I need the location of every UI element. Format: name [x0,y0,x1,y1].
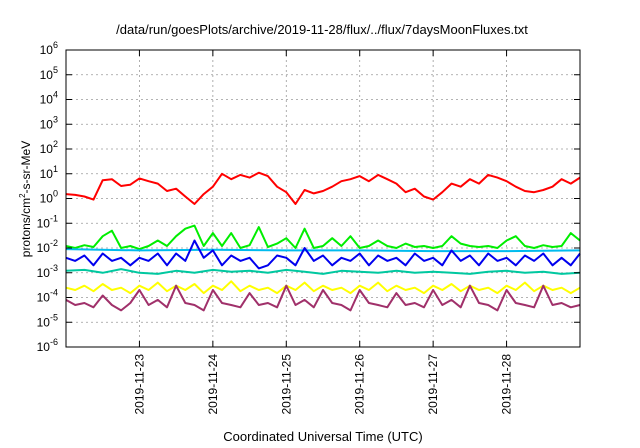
series-line-2 [65,224,581,251]
y-tick-exponent: 4 [53,90,58,100]
y-tick-base: 10 [37,315,51,329]
chart-title: /data/run/goesPlots/archive/2019-11-28/f… [116,22,528,37]
y-tick-label: 103 [40,114,58,131]
y-tick-label: 105 [40,65,58,82]
y-tick-label: 10-1 [37,213,58,230]
x-tick-label: 2019-11-28 [500,354,514,415]
y-tick-exponent: -3 [50,263,58,273]
y-tick-base: 10 [40,68,54,82]
y-tick-base: 10 [37,266,51,280]
y-tick-label: 104 [40,90,58,107]
y-axis-label-superscript: 2 [18,193,27,198]
y-tick-label: 10-4 [37,288,58,305]
y-tick-exponent: 1 [53,164,58,174]
y-tick-base: 10 [37,291,51,305]
y-axis-label-main: protons/cm [19,198,33,257]
y-tick-base: 10 [40,117,54,131]
x-axis: 2019-11-23 2019-11-24 2019-11-25 2019-11-26… [132,50,514,415]
x-tick-label: 2019-11-23 [132,354,146,415]
y-tick-exponent: 0 [53,189,58,199]
y-tick-base: 10 [40,142,54,156]
y-tick-exponent: 6 [53,40,58,50]
y-tick-base: 10 [37,216,51,230]
x-tick-label: 2019-11-26 [353,354,367,415]
y-tick-exponent: 3 [53,114,58,124]
y-tick-base: 10 [37,241,51,255]
y-tick-label: 106 [40,40,58,57]
y-tick-base: 10 [40,192,54,206]
y-tick-label: 102 [40,139,58,156]
series-line-3 [65,248,581,253]
series-line-7 [65,284,581,312]
y-axis-label-rest: -s-sr-MeV [19,141,33,194]
grid [66,50,580,347]
x-tick-label: 2019-11-24 [206,354,220,415]
y-axis: 10-610-510-410-310-210-11001011021031041… [37,40,580,354]
y-tick-label: 100 [40,189,58,206]
y-tick-label: 10-3 [37,263,58,280]
series-line-1 [65,171,581,205]
series-line-4 [65,239,581,270]
x-tick-label: 2019-11-27 [426,354,440,415]
y-tick-label: 101 [40,164,58,181]
y-tick-exponent: -2 [50,238,58,248]
series-line-5 [65,268,581,275]
y-tick-exponent: 5 [53,65,58,75]
y-tick-exponent: -4 [50,288,58,298]
y-tick-base: 10 [40,43,54,57]
y-tick-base: 10 [40,93,54,107]
y-tick-exponent: 2 [53,139,58,149]
y-tick-exponent: -6 [50,337,58,347]
y-tick-base: 10 [40,167,54,181]
series-line-6 [65,280,581,295]
x-axis-label: Coordinated Universal Time (UTC) [223,429,422,444]
series-layer [65,171,581,312]
y-tick-base: 10 [37,340,51,354]
y-tick-exponent: -5 [50,312,58,322]
y-tick-exponent: -1 [50,213,58,223]
y-axis-label: protons/cm2-s-sr-MeV [18,141,33,257]
y-tick-label: 10-2 [37,238,58,255]
x-tick-label: 2019-11-25 [279,354,293,415]
y-tick-label: 10-6 [37,337,58,354]
y-tick-label: 10-5 [37,312,58,329]
